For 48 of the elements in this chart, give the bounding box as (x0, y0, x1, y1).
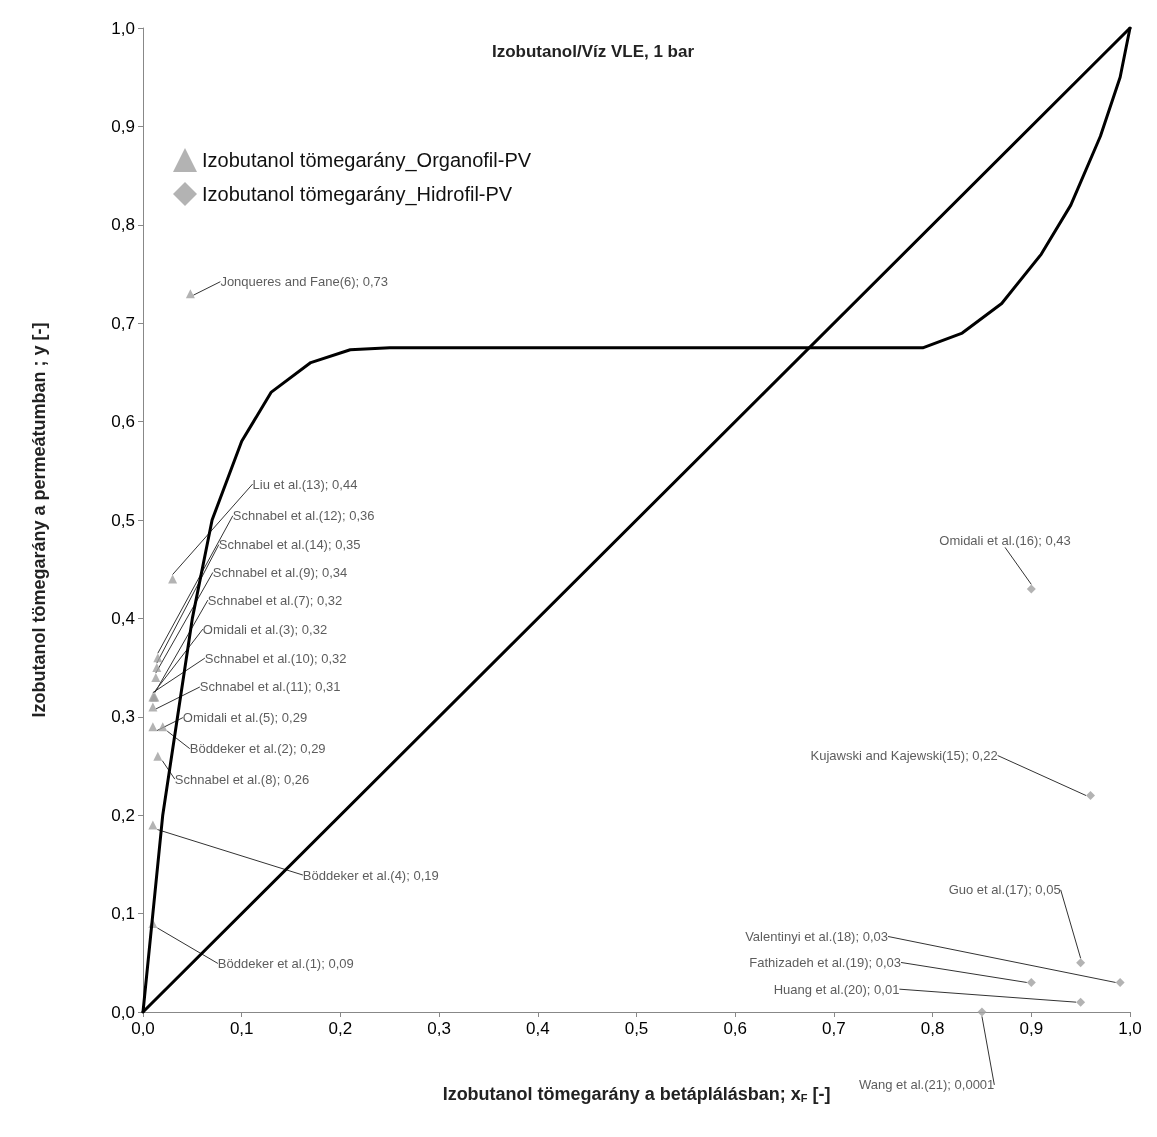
x-tick-label: 0,3 (427, 1019, 451, 1038)
data-label: Omidali et al.(3); 0,32 (202, 621, 328, 637)
x-tick-label: 0,2 (328, 1019, 353, 1038)
x-tick-label: 0,8 (920, 1019, 945, 1038)
y-tick-label: 0,7 (111, 313, 135, 333)
data-label: Omidali et al.(16); 0,43 (939, 533, 1071, 549)
legend-label: Izobutanol tömegarány_Organofil-PV (202, 149, 532, 172)
data-label: Omidali et al.(5); 0,29 (182, 710, 308, 726)
y-tick-label: 0,6 (111, 412, 135, 432)
data-label: Schnabel et al.(7); 0,32 (207, 592, 343, 608)
x-tick-label: 1,0 (1118, 1019, 1142, 1038)
data-label: Schnabel et al.(8); 0,26 (174, 771, 310, 787)
x-tick-label: 0,7 (822, 1019, 846, 1038)
data-label: Schnabel et al.(10); 0,32 (204, 650, 347, 666)
data-label: Schnabel et al.(11); 0,31 (199, 679, 341, 695)
x-tick-label: 0,1 (229, 1019, 254, 1038)
x-tick-label: 0,5 (624, 1019, 649, 1038)
y-tick-label: 0,8 (111, 215, 135, 235)
data-label: Böddeker et al.(4); 0,19 (302, 867, 439, 883)
y-tick-label: 1,0 (111, 18, 135, 38)
x-tick-label: 0,9 (1019, 1019, 1044, 1038)
data-label: Jonqueres and Fane(6); 0,73 (220, 274, 389, 290)
data-label: Wang et al.(21); 0,0001 (858, 1077, 995, 1093)
x-tick-label: 0,0 (131, 1019, 155, 1038)
y-tick-label: 0,5 (111, 510, 135, 530)
data-label: Valentinyi et al.(18); 0,03 (745, 928, 888, 944)
x-axis-title: Izobutanol tömegarány a betáplálásban; xF [-] (442, 1083, 831, 1104)
y-tick-label: 0,1 (111, 904, 135, 924)
y-tick-label: 0,3 (111, 707, 135, 727)
x-tick-label: 0,6 (723, 1019, 748, 1038)
data-label: Schnabel et al.(12); 0,36 (232, 508, 375, 524)
data-label: Schnabel et al.(9); 0,34 (212, 564, 348, 580)
x-tick-label: 0,4 (525, 1019, 550, 1038)
data-label: Schnabel et al.(14); 0,35 (218, 537, 361, 553)
legend-label: Izobutanol tömegarány_Hidrofil-PV (202, 183, 513, 206)
y-tick-label: 0,0 (111, 1002, 135, 1022)
data-label: Böddeker et al.(2); 0,29 (189, 741, 326, 757)
text: Izobutanol/Víz VLE, 1 bar (491, 42, 695, 61)
data-label: Fathizadeh et al.(19); 0,03 (749, 954, 902, 970)
data-label: Kujawski and Kajewski(15); 0,22 (810, 748, 998, 764)
y-tick-label: 0,2 (111, 805, 135, 825)
data-label: Liu et al.(13); 0,44 (252, 476, 358, 492)
data-label: Böddeker et al.(1); 0,09 (217, 955, 354, 971)
data-label: Huang et al.(20); 0,01 (773, 981, 900, 997)
y-tick-label: 0,4 (111, 608, 135, 628)
data-label: Guo et al.(17); 0,05 (948, 882, 1061, 898)
y-axis-title: Izobutanol tömegarány a permeátumban ; y [-] (29, 322, 49, 718)
y-tick-label: 0,9 (111, 116, 135, 136)
